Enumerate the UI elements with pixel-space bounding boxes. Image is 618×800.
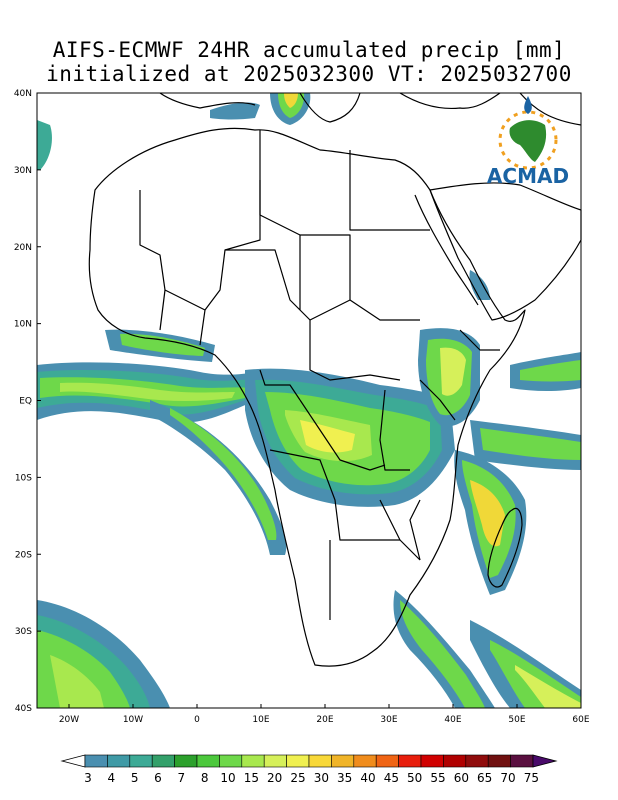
colorbar-swatch xyxy=(375,754,399,768)
lat-label: EQ xyxy=(19,397,32,407)
lat-label: 30N xyxy=(14,166,32,176)
logo-africa-icon xyxy=(509,120,547,162)
colorbar-swatch xyxy=(353,754,377,768)
colorbar-label: 20 xyxy=(267,771,282,785)
colorbar-swatch xyxy=(465,754,489,768)
map-title-line1: AIFS-ECMWF 24HR accumulated precip [mm] xyxy=(52,38,566,62)
colorbar-swatch xyxy=(263,754,287,768)
colorbar-swatch xyxy=(510,754,534,768)
lon-label: 0 xyxy=(194,715,200,725)
colorbar-label: 60 xyxy=(454,771,469,785)
lat-label: 10N xyxy=(14,320,32,330)
lon-label: 10E xyxy=(252,715,269,725)
lat-label: 40N xyxy=(14,89,32,99)
logo-text: ACMAD xyxy=(487,164,569,188)
colorbar-under-arrow xyxy=(60,754,86,768)
colorbar-swatch xyxy=(174,754,198,768)
colorbar-label: 25 xyxy=(290,771,305,785)
colorbar-swatch xyxy=(398,754,422,768)
colorbar-label: 15 xyxy=(244,771,259,785)
colorbar-label: 40 xyxy=(360,771,375,785)
lat-label: 40S xyxy=(15,704,32,714)
coastlines-borders xyxy=(88,92,582,667)
lon-label: 50E xyxy=(508,715,525,725)
map-title-line2: initialized at 2025032300 VT: 2025032700 xyxy=(46,62,572,86)
colorbar-label: 5 xyxy=(131,771,139,785)
precip-shading xyxy=(37,93,581,708)
lat-label: 20N xyxy=(14,243,32,253)
colorbar-label: 70 xyxy=(500,771,515,785)
colorbar-swatch xyxy=(84,754,108,768)
lon-label: 30E xyxy=(380,715,397,725)
colorbar-label: 30 xyxy=(314,771,329,785)
colorbar-swatch xyxy=(331,754,355,768)
lon-label: 10W xyxy=(123,715,143,725)
colorbar-swatch xyxy=(308,754,332,768)
lat-label: 10S xyxy=(15,473,32,483)
colorbar-label: 8 xyxy=(201,771,209,785)
colorbar-label: 65 xyxy=(477,771,492,785)
lon-label: 20E xyxy=(316,715,333,725)
colorbar-label: 45 xyxy=(384,771,399,785)
colorbar-swatch xyxy=(107,754,131,768)
colorbar-swatch xyxy=(443,754,467,768)
logo-drop-icon xyxy=(524,96,532,114)
colorbar-label: 4 xyxy=(108,771,116,785)
colorbar-swatch xyxy=(129,754,153,768)
lon-label: 20W xyxy=(59,715,79,725)
colorbar-swatch xyxy=(151,754,175,768)
logo-sun-rays xyxy=(498,110,558,170)
colorbar-swatch xyxy=(219,754,243,768)
colorbar-label: 6 xyxy=(154,771,162,785)
colorbar-over-arrow xyxy=(532,754,558,768)
colorbar-swatch xyxy=(286,754,310,768)
colorbar-label: 35 xyxy=(337,771,352,785)
lat-label: 20S xyxy=(15,550,32,560)
colorbar-swatch xyxy=(196,754,220,768)
colorbar-label: 50 xyxy=(407,771,422,785)
colorbar-label: 75 xyxy=(524,771,539,785)
lat-label: 30S xyxy=(15,627,32,637)
colorbar: 3 4 5 6 7 8 10 15 20 25 30 35 40 45 50 55 60 65 70 75 xyxy=(60,754,558,785)
colorbar-label: 55 xyxy=(430,771,445,785)
colorbar-label: 10 xyxy=(220,771,235,785)
lon-labels: 20W 10W 0 10E 20E 30E 40E 50E 60E xyxy=(59,704,590,725)
acmad-logo: ACMAD xyxy=(487,96,569,188)
colorbar-swatch xyxy=(487,754,511,768)
lon-label: 60E xyxy=(572,715,589,725)
colorbar-swatch xyxy=(241,754,265,768)
colorbar-swatch xyxy=(420,754,444,768)
lon-label: 40E xyxy=(444,715,461,725)
colorbar-label: 7 xyxy=(178,771,186,785)
lat-labels: 40N 30N 20N 10N EQ 10S 20S 30S 40S xyxy=(14,89,41,714)
colorbar-label: 3 xyxy=(84,771,92,785)
